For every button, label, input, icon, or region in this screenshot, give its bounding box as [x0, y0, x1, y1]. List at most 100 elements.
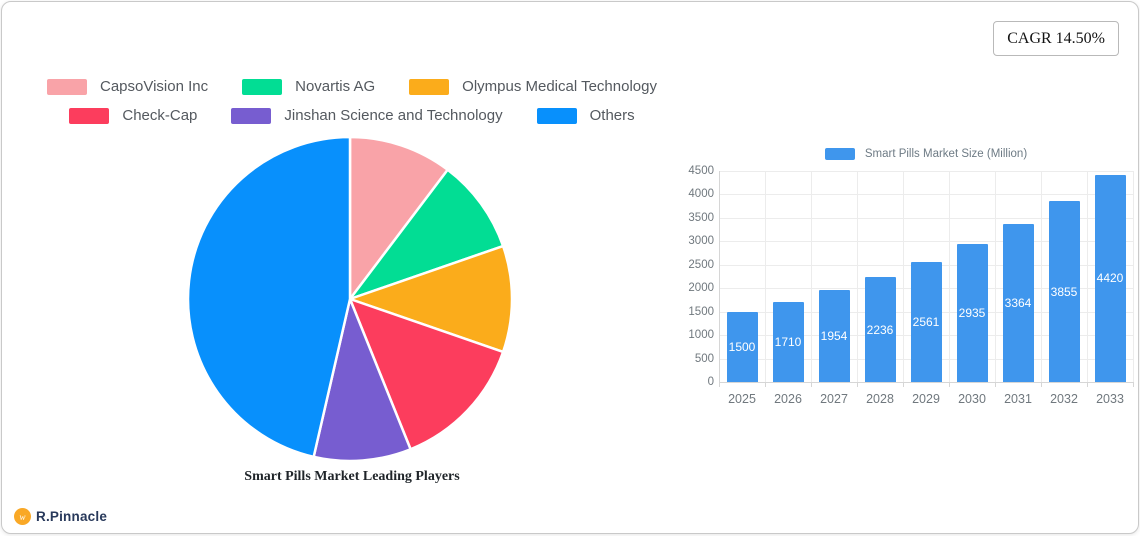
pie-chart-title: Smart Pills Market Leading Players [244, 469, 460, 484]
v-gridline [949, 171, 950, 382]
y-axis-label: 4000 [688, 188, 714, 201]
bar-legend-swatch [824, 148, 855, 160]
pie-slice-check-cap[interactable] [348, 297, 505, 451]
legend-item-check-cap[interactable]: Check-Cap [69, 107, 197, 124]
x-axis-tick [949, 382, 950, 387]
v-gridline [995, 171, 996, 382]
y-axis-label: 2000 [688, 282, 714, 295]
v-gridline [1041, 171, 1042, 382]
bar-legend[interactable]: Smart Pills Market Size (Million) [719, 148, 1133, 160]
bar-value-label: 1954 [820, 329, 848, 344]
brand-logo-icon: w [14, 508, 31, 525]
brand-footer: w R.Pinnacle [14, 508, 107, 525]
legend-item-jinshan-science-and-technology[interactable]: Jinshan Science and Technology [231, 107, 503, 124]
bar-2025[interactable]: 1500 [726, 311, 758, 382]
legend-swatch-icon [47, 78, 87, 95]
legend-swatch-icon [409, 78, 450, 95]
pie-legend-row: Check-Cap Jinshan Science and Technology O… [69, 107, 635, 124]
legend-swatch-icon [231, 107, 272, 124]
pie-legend-row: CapsoVision Inc Novartis AG Olympus Medica… [47, 78, 657, 95]
x-axis-tick [1087, 382, 1088, 387]
bar-value-label: 1710 [774, 334, 802, 349]
y-axis-label: 2500 [688, 258, 714, 271]
y-axis-label: 4500 [688, 165, 714, 177]
pie-svg [186, 135, 514, 463]
bar-chart-panel: Smart Pills Market Size (Million) 0 500 10… [687, 147, 1138, 422]
bar-value-label: 3855 [1050, 284, 1078, 299]
pie-slice-novartis-ag[interactable] [348, 168, 505, 301]
bar-legend-label: Smart Pills Market Size (Million) [864, 148, 1028, 160]
h-gridline [719, 194, 1133, 196]
pie-slice-capsovision-inc[interactable] [348, 135, 449, 301]
bar-value-label: 2561 [912, 314, 940, 329]
legend-item-label: Olympus Medical Technology [462, 78, 657, 95]
legend-swatch-icon [69, 107, 110, 124]
bar-2029[interactable]: 2561 [910, 261, 942, 382]
x-axis-label: 2027 [820, 392, 848, 406]
x-axis-tick [765, 382, 766, 387]
x-axis-tick [903, 382, 904, 387]
legend-item-label: Others [589, 107, 635, 124]
bar-2028[interactable]: 2236 [864, 277, 896, 382]
x-axis-label: 2032 [1050, 392, 1078, 406]
x-axis-label: 2029 [912, 392, 940, 406]
y-axis-label: 3500 [688, 211, 714, 224]
x-axis-label: 2031 [1004, 392, 1032, 406]
x-axis-label: 2033 [1096, 392, 1124, 406]
x-axis-label: 2030 [958, 392, 986, 406]
v-gridline [1133, 171, 1134, 382]
legend-item-label: Novartis AG [295, 78, 376, 95]
x-axis-tick [995, 382, 996, 387]
legend-item-others[interactable]: Others [536, 107, 635, 124]
legend-item-novartis-ag[interactable]: Novartis AG [242, 78, 375, 95]
x-axis-tick [857, 382, 858, 387]
bar-2027[interactable]: 1954 [818, 290, 850, 382]
bar-2033[interactable]: 4420 [1094, 174, 1126, 382]
bar-2031[interactable]: 3364 [1002, 224, 1034, 382]
pie-slice-others[interactable] [186, 135, 352, 459]
y-axis-label: 1000 [688, 329, 714, 342]
x-axis-line [719, 382, 1133, 383]
h-gridline [719, 241, 1133, 243]
y-axis-line [719, 171, 720, 382]
legend-swatch-icon [536, 107, 577, 124]
x-axis-tick [811, 382, 812, 387]
pie-chart [186, 135, 514, 463]
v-gridline [1087, 171, 1088, 382]
bar-value-label: 2236 [866, 322, 894, 337]
legend-item-capsovision-inc[interactable]: CapsoVision Inc [47, 78, 208, 95]
x-axis-label: 2028 [866, 392, 894, 406]
y-axis-label: 1500 [688, 305, 714, 318]
y-axis-label: 3000 [688, 235, 714, 248]
pie-slice-olympus-medical-technology[interactable] [348, 244, 514, 354]
pie-chart-panel: CapsoVision Inc Novartis AG Olympus Medica… [2, 2, 702, 533]
bar-value-label: 2935 [958, 306, 986, 321]
pie-legend: CapsoVision Inc Novartis AG Olympus Medica… [2, 78, 702, 124]
legend-item-label: CapsoVision Inc [100, 78, 209, 95]
x-axis-label: 2026 [774, 392, 802, 406]
legend-swatch-icon [242, 78, 283, 95]
v-gridline [857, 171, 858, 382]
v-gridline [903, 171, 904, 382]
bar-value-label: 3364 [1004, 296, 1032, 311]
bar-2030[interactable]: 2935 [956, 244, 988, 382]
x-axis-tick [1133, 382, 1134, 387]
bar-2032[interactable]: 3855 [1048, 201, 1080, 382]
x-axis-tick [1041, 382, 1042, 387]
v-gridline [811, 171, 812, 382]
x-axis-tick [719, 382, 720, 387]
x-axis-label: 2025 [728, 392, 756, 406]
y-axis-label: 500 [694, 352, 714, 365]
h-gridline [719, 217, 1133, 219]
pie-slice-jinshan-science-and-technology[interactable] [312, 297, 412, 463]
y-axis-label: 0 [707, 376, 714, 388]
bar-2026[interactable]: 1710 [772, 301, 804, 382]
brand-name: R.Pinnacle [36, 509, 108, 524]
bar-value-label: 1500 [728, 339, 756, 354]
cagr-label: CAGR 14.50% [1007, 29, 1105, 47]
bar-value-label: 4420 [1096, 271, 1124, 286]
legend-item-label: Jinshan Science and Technology [284, 107, 503, 124]
legend-item-olympus-medical-technology[interactable]: Olympus Medical Technology [409, 78, 657, 95]
h-gridline [719, 171, 1133, 172]
